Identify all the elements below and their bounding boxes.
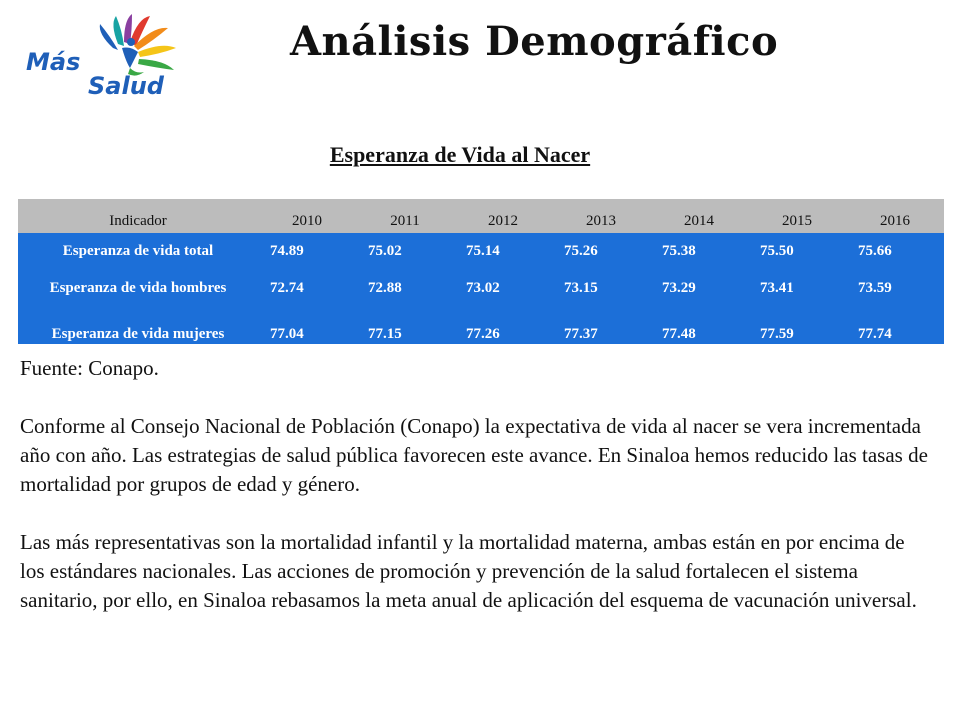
table-cell: 77.59 — [748, 307, 846, 344]
table-cell: 77.48 — [650, 307, 748, 344]
life-expectancy-table: Indicador 2010 2011 2012 2013 2014 2015 … — [18, 199, 944, 344]
table-cell: 75.26 — [552, 233, 650, 270]
table-cell: 73.59 — [846, 270, 944, 307]
table-cell: 75.66 — [846, 233, 944, 270]
table-cell: 77.74 — [846, 307, 944, 344]
table-row: Esperanza de vida hombres 72.74 72.88 73… — [18, 270, 944, 307]
table-cell: 77.37 — [552, 307, 650, 344]
table-header-row: Indicador 2010 2011 2012 2013 2014 2015 … — [18, 199, 944, 233]
table-cell: 75.50 — [748, 233, 846, 270]
mas-salud-logo: Más Salud — [18, 12, 188, 102]
table-cell: 73.02 — [454, 270, 552, 307]
column-header-2016: 2016 — [846, 199, 944, 233]
row-label: Esperanza de vida mujeres — [18, 307, 258, 344]
table-cell: 75.14 — [454, 233, 552, 270]
table-cell: 72.88 — [356, 270, 454, 307]
column-header-2015: 2015 — [748, 199, 846, 233]
page-title: Análisis Demográfico — [290, 18, 779, 65]
logo-graphic: Más Salud — [26, 14, 176, 100]
table-cell: 77.15 — [356, 307, 454, 344]
logo-rays-icon — [99, 14, 176, 76]
column-header-2010: 2010 — [258, 199, 356, 233]
row-label: Esperanza de vida total — [18, 233, 258, 270]
paragraph-conapo: Conforme al Consejo Nacional de Població… — [20, 414, 928, 496]
column-header-2012: 2012 — [454, 199, 552, 233]
table-row: Esperanza de vida total 74.89 75.02 75.1… — [18, 233, 944, 270]
column-header-indicador: Indicador — [18, 199, 258, 233]
table-cell: 75.38 — [650, 233, 748, 270]
logo-text-mas: Más — [26, 48, 80, 76]
table-cell: 77.04 — [258, 307, 356, 344]
logo-text-salud: Salud — [88, 72, 165, 100]
column-header-2014: 2014 — [650, 199, 748, 233]
column-header-2013: 2013 — [552, 199, 650, 233]
table-cell: 74.89 — [258, 233, 356, 270]
table-cell: 75.02 — [356, 233, 454, 270]
table-cell: 73.41 — [748, 270, 846, 307]
paragraph-mortalidad: Las más representativas son la mortalida… — [20, 530, 917, 612]
source-note: Fuente: Conapo. — [20, 356, 159, 380]
table-row: Esperanza de vida mujeres 77.04 77.15 77… — [18, 307, 944, 344]
table-title: Esperanza de Vida al Nacer — [329, 142, 591, 167]
table-cell: 73.29 — [650, 270, 748, 307]
column-header-2011: 2011 — [356, 199, 454, 233]
row-label: Esperanza de vida hombres — [18, 270, 258, 307]
table-cell: 77.26 — [454, 307, 552, 344]
table-cell: 73.15 — [552, 270, 650, 307]
table-cell: 72.74 — [258, 270, 356, 307]
body-text: Fuente: Conapo. Conforme al Consejo Naci… — [20, 354, 930, 615]
